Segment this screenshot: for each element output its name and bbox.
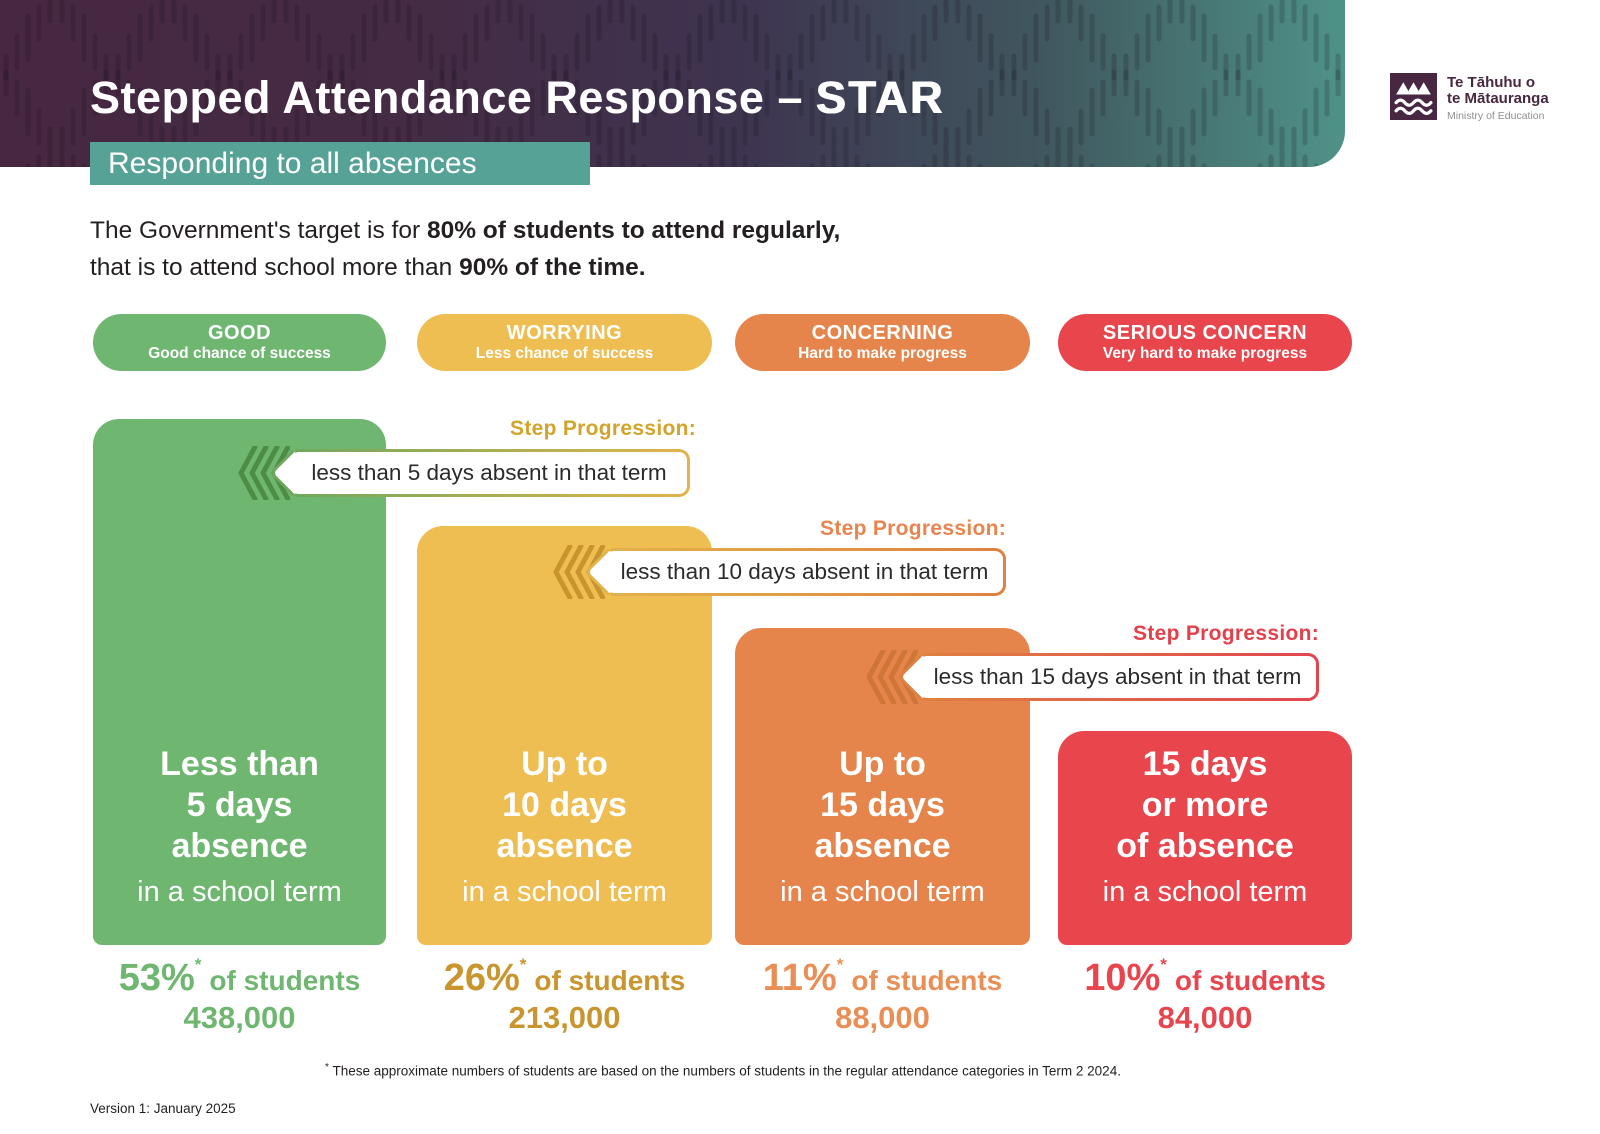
- column-worrying-line1: Up to: [521, 745, 608, 783]
- stat-serious-percent: 10%: [1084, 957, 1161, 999]
- intro-line-1: The Government's target is for 80% of st…: [90, 212, 840, 249]
- stat-good-note-mark: *: [194, 954, 202, 974]
- pill-concerning: CONCERNING Hard to make progress: [735, 314, 1030, 371]
- column-worrying-line3: absence: [496, 827, 633, 865]
- page-title: Stepped Attendance Response – STAR: [90, 72, 945, 124]
- header-banner: Stepped Attendance Response – STAR: [0, 0, 1345, 167]
- step-progression-text-3: less than 15 days absent in that term: [933, 664, 1302, 689]
- step-progression-label-3: Step Progression:: [1133, 622, 1319, 645]
- step-progression-label-2: Step Progression:: [820, 517, 1006, 540]
- column-good-line3: absence: [171, 827, 308, 865]
- intro-line1-normal: The Government's target is for: [90, 217, 427, 244]
- stat-serious-students-label: of students: [1174, 965, 1326, 996]
- page-subtitle: Responding to all absences: [90, 142, 590, 185]
- page-title-main: Stepped Attendance Response –: [90, 72, 816, 123]
- stat-concerning-count: 88,000: [835, 1000, 930, 1035]
- ministry-logo-icon: [1390, 73, 1437, 120]
- pill-serious-concern: SERIOUS CONCERN Very hard to make progre…: [1058, 314, 1352, 371]
- ministry-name-line1: Te Tāhuhu o: [1447, 74, 1536, 91]
- step-progression-callout-3: less than 15 days absent in that term: [897, 653, 1319, 701]
- column-serious-line3: of absence: [1116, 827, 1294, 865]
- ministry-name-line2: te Mātauranga: [1447, 90, 1549, 107]
- intro-line2-normal: that is to attend school more than: [90, 254, 460, 281]
- chevrons-left-icon-1: [238, 446, 290, 500]
- column-serious-tail: in a school term: [1102, 876, 1308, 908]
- column-worrying: Up to 10 days absence in a school term: [417, 526, 712, 945]
- stat-worrying-count: 213,000: [508, 1000, 621, 1035]
- column-concerning-line1: Up to: [839, 745, 926, 783]
- column-good: Less than 5 days absence in a school ter…: [93, 419, 386, 945]
- ministry-logo-text: Te Tāhuhu o te Mātauranga Ministry of Ed…: [1447, 73, 1549, 123]
- step-progression-text-1: less than 5 days absent in that term: [311, 460, 667, 485]
- pill-serious-concern-label: SERIOUS CONCERN: [1102, 322, 1308, 344]
- pill-concerning-sublabel: Hard to make progress: [798, 345, 967, 362]
- stat-good-count: 438,000: [183, 1000, 296, 1035]
- pill-worrying-sublabel: Less chance of success: [475, 345, 654, 362]
- footnote-mark: *: [325, 1062, 329, 1073]
- stat-worrying-note-mark: *: [519, 954, 527, 974]
- stat-concerning-percent: 11%: [762, 957, 837, 999]
- version-label: Version 1: January 2025: [90, 1101, 236, 1116]
- column-serious-line1: 15 days: [1142, 745, 1268, 783]
- stat-serious: 10%* of students 84,000: [1058, 954, 1352, 1036]
- column-concerning-tail: in a school term: [780, 876, 985, 908]
- stat-good: 53%* of students 438,000: [93, 954, 386, 1036]
- pill-good-sublabel: Good chance of success: [148, 345, 331, 362]
- stat-worrying-percent: 26%: [443, 957, 520, 999]
- column-good-line1: Less than: [160, 745, 319, 783]
- intro-line1-bold: 80% of students to attend regularly,: [426, 217, 841, 244]
- stat-good-percent: 53%: [118, 957, 195, 999]
- footnote-text: These approximate numbers of students ar…: [332, 1063, 1121, 1079]
- stat-concerning-note-mark: *: [836, 954, 844, 974]
- chevrons-left-icon-2: [553, 545, 605, 599]
- pill-good-label: GOOD: [207, 322, 272, 344]
- column-worrying-tail: in a school term: [462, 876, 667, 908]
- stat-worrying: 26%* of students 213,000: [417, 954, 712, 1036]
- stat-serious-line1: 10%* of students: [1058, 954, 1352, 1000]
- pill-serious-concern-sublabel: Very hard to make progress: [1102, 345, 1308, 362]
- step-progression-callout-1: less than 5 days absent in that term: [269, 449, 690, 497]
- column-good-line2: 5 days: [186, 786, 293, 824]
- intro-line2-bold: 90% of the time.: [459, 254, 646, 281]
- pill-worrying: WORRYING Less chance of success: [417, 314, 712, 371]
- step-progression-text-2: less than 10 days absent in that term: [620, 559, 989, 584]
- ministry-logo: Te Tāhuhu o te Mātauranga Ministry of Ed…: [1390, 73, 1549, 122]
- ministry-subtitle: Ministry of Education: [1447, 110, 1545, 122]
- footnote: * These approximate numbers of students …: [92, 1062, 1354, 1079]
- pill-concerning-label: CONCERNING: [811, 322, 954, 344]
- stat-worrying-students-label: of students: [534, 965, 686, 996]
- stat-concerning-line1: 11%* of students: [735, 954, 1030, 1000]
- stat-concerning: 11%* of students 88,000: [735, 954, 1030, 1036]
- column-good-tail: in a school term: [137, 876, 342, 908]
- column-worrying-line2: 10 days: [502, 786, 627, 824]
- column-concerning-line3: absence: [814, 827, 951, 865]
- stat-serious-note-mark: *: [1160, 954, 1167, 974]
- stat-worrying-line1: 26%* of students: [417, 954, 712, 1000]
- intro-text: The Government's target is for 80% of st…: [90, 212, 840, 286]
- stat-serious-count: 84,000: [1157, 1000, 1253, 1035]
- column-concerning-line2: 15 days: [820, 786, 945, 824]
- intro-line-2: that is to attend school more than 90% o…: [90, 249, 840, 286]
- stat-good-students-label: of students: [209, 965, 361, 996]
- pill-worrying-label: WORRYING: [506, 322, 623, 344]
- step-progression-label-1: Step Progression:: [510, 417, 696, 440]
- stat-concerning-students-label: of students: [851, 965, 1003, 996]
- stat-good-line1: 53%* of students: [93, 954, 386, 1000]
- step-progression-callout-2: less than 10 days absent in that term: [584, 548, 1006, 596]
- pill-good: GOOD Good chance of success: [93, 314, 386, 371]
- column-serious-line2: or more: [1141, 786, 1269, 824]
- koru-pattern-decoration: [0, 0, 1345, 167]
- page-title-star: STAR: [816, 72, 946, 123]
- column-serious-concern: 15 days or more of absence in a school t…: [1058, 731, 1352, 945]
